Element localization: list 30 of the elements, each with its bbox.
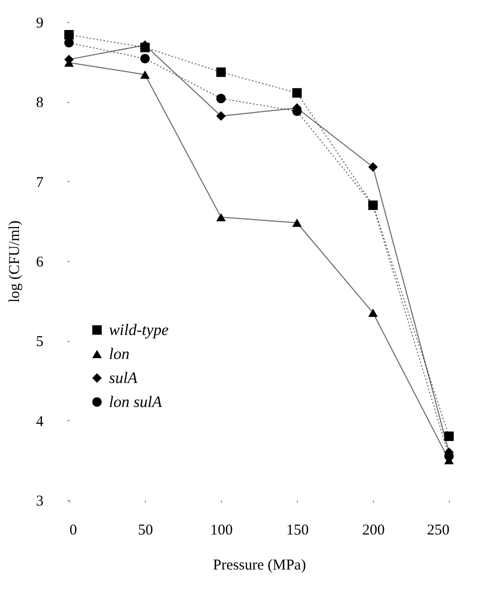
x-tick-label: 100 [210, 522, 233, 538]
y-axis-title: log (CFU/ml) [7, 220, 23, 303]
legend-label: lon sulA [109, 394, 162, 411]
point [140, 54, 150, 64]
point [216, 213, 226, 222]
y-tick-label: 6 [36, 254, 44, 270]
point [216, 67, 226, 77]
x-tick-label: 200 [362, 522, 385, 538]
legend-label: lon [109, 346, 130, 363]
point [292, 88, 302, 98]
y-tick-label: 8 [36, 95, 44, 112]
x-axis-title: Pressure (MPa) [213, 558, 306, 574]
y-tick-label: 5 [36, 334, 44, 350]
y-tick-label: 3 [36, 494, 44, 510]
x-tick-label: 150 [286, 522, 309, 538]
y-tick-label: 4 [36, 414, 44, 430]
x-tick-label: 0 [70, 522, 77, 538]
x-tick-label: 50 [138, 522, 153, 538]
x-tick-label: 250 [427, 522, 450, 538]
y-tick-label: 9 [36, 16, 44, 32]
point [216, 111, 226, 121]
legend-label: wild-type [109, 322, 169, 339]
y-tick-label: 7 [36, 174, 44, 191]
point [216, 94, 226, 104]
point [140, 70, 150, 79]
legend-label: sulA [109, 370, 138, 387]
point [368, 308, 378, 317]
point [444, 432, 454, 442]
point [368, 162, 378, 172]
point [292, 218, 302, 227]
